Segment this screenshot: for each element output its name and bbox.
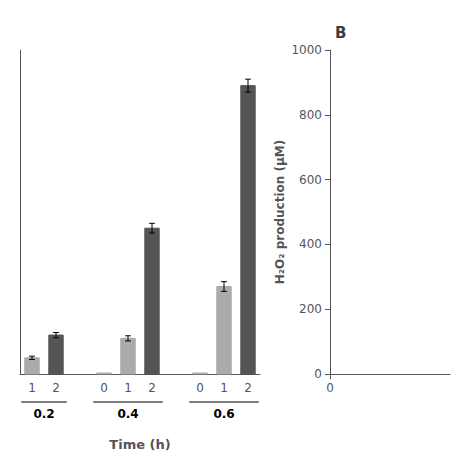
- svg-text:1: 1: [220, 381, 228, 395]
- svg-text:2: 2: [244, 381, 252, 395]
- svg-text:1: 1: [124, 381, 132, 395]
- svg-text:B: B: [335, 24, 346, 42]
- svg-text:200: 200: [299, 302, 322, 316]
- svg-text:800: 800: [299, 108, 322, 122]
- svg-text:0.6: 0.6: [213, 407, 234, 421]
- svg-text:2: 2: [148, 381, 156, 395]
- svg-text:0: 0: [100, 381, 108, 395]
- svg-text:400: 400: [299, 237, 322, 251]
- svg-text:0: 0: [326, 381, 334, 395]
- svg-text:600: 600: [299, 173, 322, 187]
- svg-text:1: 1: [28, 381, 36, 395]
- svg-text:Time (h): Time (h): [109, 437, 170, 452]
- svg-text:1000: 1000: [291, 43, 322, 57]
- svg-text:H₂O₂ production (μM): H₂O₂ production (μM): [273, 140, 287, 285]
- svg-text:0.4: 0.4: [117, 407, 138, 421]
- svg-text:0: 0: [314, 367, 322, 381]
- svg-text:0.2: 0.2: [33, 407, 54, 421]
- svg-text:0: 0: [196, 381, 204, 395]
- svg-text:2: 2: [52, 381, 60, 395]
